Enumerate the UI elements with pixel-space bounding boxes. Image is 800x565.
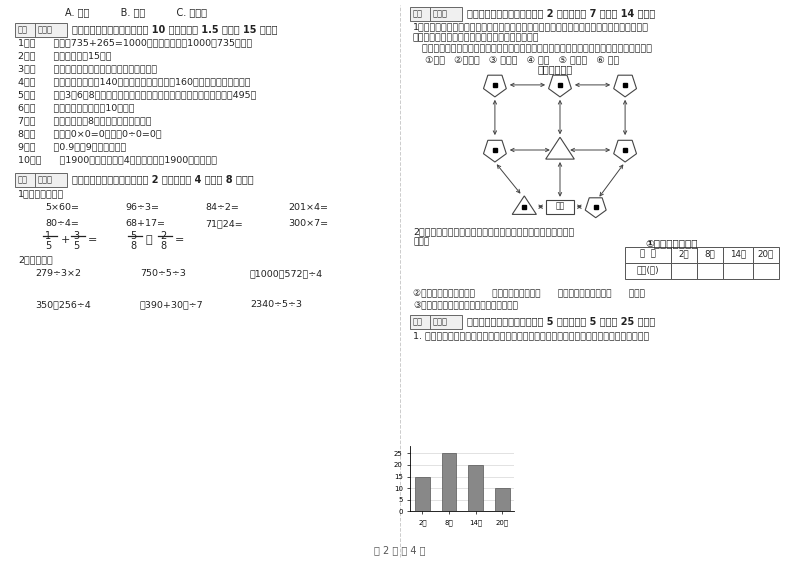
Text: 20时: 20时 — [758, 249, 774, 258]
Bar — [410, 7, 462, 21]
Bar — [723, 263, 753, 279]
Text: 入门: 入门 — [555, 201, 565, 210]
Text: 得分: 得分 — [413, 9, 423, 18]
Text: 三、仔细推敲，正确判断（共 10 小题，每题 1.5 分，共 15 分）。: 三、仔细推敲，正确判断（共 10 小题，每题 1.5 分，共 15 分）。 — [72, 24, 278, 34]
Text: 1、走进动物园大门，正北面是猴子山和熊猫馆，狮子山的东侧是飞禽馆，四侧是猴园，大象: 1、走进动物园大门，正北面是猴子山和熊猫馆，狮子山的东侧是飞禽馆，四侧是猴园，大… — [413, 22, 649, 31]
Text: 350－256÷4: 350－256÷4 — [35, 300, 90, 309]
Text: ①狮山   ②熊猫馆   ③ 飞禽馆   ④ 猴园   ⑤ 大象馆   ⑥ 鱼馆: ①狮山 ②熊猫馆 ③ 飞禽馆 ④ 猴园 ⑤ 大象馆 ⑥ 鱼馆 — [425, 55, 619, 64]
Bar — [495, 488, 510, 511]
Text: 9．（      ）0.9里有9个十分之一。: 9．（ ）0.9里有9个十分之一。 — [18, 142, 126, 151]
Text: （390+30）÷7: （390+30）÷7 — [140, 300, 204, 309]
Text: （度）: （度） — [413, 237, 429, 246]
Text: 68+17=: 68+17= — [125, 219, 165, 228]
Text: 1. 王大伯家有一块菜地，他把其中的七分之二种白菜，七分之三种萝卜，种白菜和萝卜的地: 1. 王大伯家有一块菜地，他把其中的七分之二种白菜，七分之三种萝卜，种白菜和萝卜… — [413, 331, 650, 340]
Text: 评卷人: 评卷人 — [38, 175, 53, 184]
Polygon shape — [614, 75, 637, 97]
Text: 5: 5 — [130, 231, 136, 241]
Text: =: = — [88, 235, 98, 245]
Text: 201×4=: 201×4= — [288, 203, 328, 212]
Text: ②这一天的最高气温是（      ）度，最低气温是（      ）度，平均气温大约（      ）度。: ②这一天的最高气温是（ ）度，最低气温是（ ）度，平均气温大约（ ）度。 — [413, 288, 645, 297]
Polygon shape — [512, 196, 536, 214]
Text: 8: 8 — [160, 241, 166, 251]
Text: 1: 1 — [45, 231, 51, 241]
Text: 六、活用知识，解决问题（共 5 小题，每题 5 分，共 25 分）。: 六、活用知识，解决问题（共 5 小题，每题 5 分，共 25 分）。 — [467, 316, 655, 326]
Bar — [468, 465, 483, 511]
Text: 第 2 页 共 4 页: 第 2 页 共 4 页 — [374, 545, 426, 555]
Text: 动物园导游图: 动物园导游图 — [538, 64, 573, 74]
Text: 评卷人: 评卷人 — [433, 9, 448, 18]
Text: 2、竖式计算: 2、竖式计算 — [18, 255, 53, 264]
Bar — [415, 476, 430, 511]
Bar — [625, 263, 671, 279]
Bar — [697, 263, 723, 279]
Text: 五、认真思考，综合能力（共 2 小题，每题 7 分，共 14 分）。: 五、认真思考，综合能力（共 2 小题，每题 7 分，共 14 分）。 — [467, 8, 655, 18]
Text: 得分: 得分 — [18, 175, 28, 184]
Text: 84÷2=: 84÷2= — [205, 203, 239, 212]
Text: 71－24=: 71－24= — [205, 219, 242, 228]
Polygon shape — [483, 75, 506, 97]
Text: ③实际算一算，这天的平均气温是多少度？: ③实际算一算，这天的平均气温是多少度？ — [413, 300, 518, 309]
Text: 5: 5 — [73, 241, 79, 251]
Text: 3: 3 — [73, 231, 79, 241]
Text: 96÷3=: 96÷3= — [125, 203, 159, 212]
Bar — [753, 247, 779, 263]
Bar — [753, 263, 779, 279]
Text: 8时: 8时 — [705, 249, 715, 258]
Text: 10．（      ）1900年的年份数是4的倍数，所以1900年是闰年。: 10．（ ）1900年的年份数是4的倍数，所以1900年是闰年。 — [18, 155, 217, 164]
Text: 评卷人: 评卷人 — [38, 25, 53, 34]
Bar — [697, 247, 723, 263]
Text: 3．（      ）长方形的周长就是它四条边长度的和。: 3．（ ）长方形的周长就是它四条边长度的和。 — [18, 64, 157, 73]
Bar — [625, 247, 671, 263]
Text: 7．（      ）一个两位乘8，积一定也是两位数。: 7．（ ）一个两位乘8，积一定也是两位数。 — [18, 116, 151, 125]
Text: －: － — [145, 235, 152, 245]
Text: 馆和鱼馆的场地分别在动物园的东北角和西北角。: 馆和鱼馆的场地分别在动物园的东北角和西北角。 — [413, 33, 539, 42]
Text: 750÷5÷3: 750÷5÷3 — [140, 269, 186, 278]
Text: 300×7=: 300×7= — [288, 219, 328, 228]
Polygon shape — [549, 75, 571, 97]
Text: 得分: 得分 — [18, 25, 28, 34]
Bar — [546, 199, 574, 214]
Text: =: = — [175, 235, 184, 245]
Text: 2、下面是气温自测仪上记录的某天四个不同时间的气温情况：: 2、下面是气温自测仪上记录的某天四个不同时间的气温情况： — [413, 227, 574, 236]
Bar — [442, 453, 457, 511]
Polygon shape — [586, 198, 606, 218]
Text: 时  间: 时 间 — [640, 249, 656, 258]
Text: A. 一定          B. 可能          C. 不可能: A. 一定 B. 可能 C. 不可能 — [65, 7, 207, 17]
Text: 80÷4=: 80÷4= — [45, 219, 79, 228]
Text: 5．（      ）用3、6、8这三个数字组成的最大三位数与最小三位数，它们相差495。: 5．（ ）用3、6、8这三个数字组成的最大三位数与最小三位数，它们相差495。 — [18, 90, 256, 99]
Text: 得分: 得分 — [413, 317, 423, 326]
Text: 气温(度): 气温(度) — [637, 265, 659, 274]
Bar — [410, 315, 462, 329]
Text: 14时: 14时 — [730, 249, 746, 258]
Text: 2340÷5÷3: 2340÷5÷3 — [250, 300, 302, 309]
Text: 8: 8 — [130, 241, 136, 251]
Text: 2: 2 — [160, 231, 166, 241]
Text: 4．（      ）一条河平均水深140厘米，一匹小马身高是160厘米，它肯定能通过。: 4．（ ）一条河平均水深140厘米，一匹小马身高是160厘米，它肯定能通过。 — [18, 77, 250, 86]
Bar — [15, 173, 67, 187]
Text: ①根据统计图填表: ①根据统计图填表 — [645, 238, 698, 248]
Text: 6．（      ）小明家客厅面积是10公顷。: 6．（ ）小明家客厅面积是10公顷。 — [18, 103, 134, 112]
Bar — [15, 23, 67, 37]
Bar — [671, 247, 697, 263]
Text: 评卷人: 评卷人 — [433, 317, 448, 326]
Text: 2．（      ）李老师身高15米。: 2．（ ）李老师身高15米。 — [18, 51, 111, 60]
Text: （1000－572）÷4: （1000－572）÷4 — [250, 269, 323, 278]
Polygon shape — [546, 137, 574, 159]
Text: 2时: 2时 — [678, 249, 690, 258]
Text: +: + — [61, 235, 70, 245]
Text: 1、直接写得数。: 1、直接写得数。 — [18, 189, 64, 198]
Text: 5: 5 — [45, 241, 51, 251]
Text: 根据小雪的描述，请你把这些动物场馆所在的位置，在动物园的导游图上用序号表示出来。: 根据小雪的描述，请你把这些动物场馆所在的位置，在动物园的导游图上用序号表示出来。 — [413, 44, 652, 53]
Text: 279÷3×2: 279÷3×2 — [35, 269, 81, 278]
Text: 四、看清题目，细心计算（共 2 小题，每题 4 分，共 8 分）。: 四、看清题目，细心计算（共 2 小题，每题 4 分，共 8 分）。 — [72, 174, 254, 184]
Text: 1．（      ）根据735+265=1000，可以直接写出1000－735的差。: 1．（ ）根据735+265=1000，可以直接写出1000－735的差。 — [18, 38, 252, 47]
Polygon shape — [614, 140, 637, 162]
Text: 5×60=: 5×60= — [45, 203, 79, 212]
Bar — [671, 263, 697, 279]
Text: 8．（      ）因为0×0=0，所以0÷0=0。: 8．（ ）因为0×0=0，所以0÷0=0。 — [18, 129, 162, 138]
Polygon shape — [483, 140, 506, 162]
Bar — [723, 247, 753, 263]
